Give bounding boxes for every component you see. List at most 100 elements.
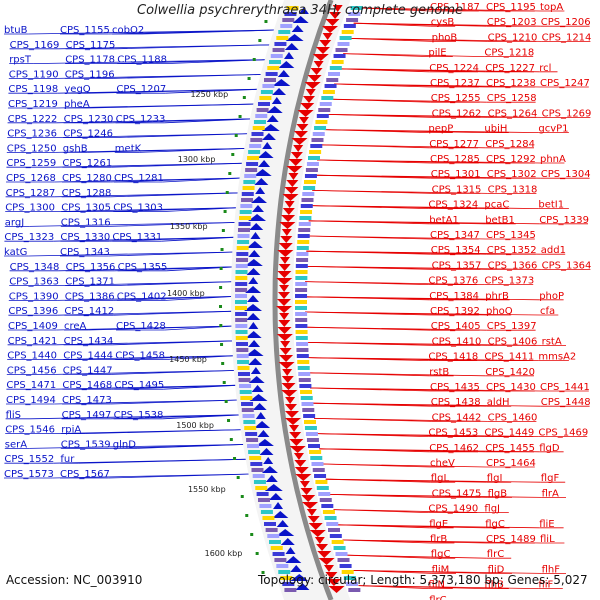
cog-category-block [239,210,252,214]
cog-category-block [236,258,249,262]
cog-category-block [296,348,309,352]
cog-category-block [265,528,278,532]
cog-category-block [296,252,309,256]
forward-strand-gene-arrow [255,187,266,194]
forward-strand-gene-arrow [257,151,274,158]
cog-category-block [235,336,248,340]
forward-strand-gene-arrow [291,25,304,32]
label-connector [352,570,542,574]
position-tick-mark [219,267,223,270]
cog-category-block [235,324,248,328]
cog-category-block [257,102,270,106]
gene-label: fliE [539,519,554,530]
gene-label: CPS_1471 [6,380,56,391]
forward-strand-gene-arrow [272,511,289,518]
gene-label: CPS_1444 [63,351,113,362]
label-connector [319,144,486,149]
position-tick-mark [245,514,249,517]
gene-label: CPS_1196 [65,69,115,80]
forward-strand-gene-arrow [290,565,303,572]
gene-label: CPS_1366 [488,260,538,271]
reverse-strand-gene-arrow [332,5,343,12]
gene-label: CPS_1246 [63,129,113,140]
position-tick-mark [252,58,256,61]
forward-strand-gene-arrow [272,88,287,95]
position-tick-mark [229,438,233,441]
forward-strand-gene-arrow [263,457,274,464]
gene-label: CPS_1473 [62,395,112,406]
gene-label: phoB [432,32,458,43]
label-connector [142,29,278,35]
cog-category-block [295,306,308,310]
label-connector [305,311,541,316]
gene-label: CPS_1364 [542,260,592,271]
cog-category-block [331,540,344,544]
gene-label: CPS_1262 [432,108,482,119]
reverse-strand-gene-arrow [291,138,308,145]
cog-category-block [245,432,258,436]
forward-strand-gene-arrow [268,493,283,500]
label-connector [305,281,485,285]
gene-label: CPS_1376 [428,276,478,287]
gene-label: phoP [539,291,564,302]
forward-strand-gene-arrow [261,124,280,131]
gene-label: CPS_1412 [64,306,114,317]
gene-label: CPS_1567 [60,469,110,480]
forward-strand-gene-arrow [246,241,263,248]
label-connector [307,357,539,361]
gene-label: CPS_1495 [114,380,164,391]
cog-category-block [299,216,312,220]
cog-category-block [296,258,309,262]
reverse-strand-gene-arrow [278,243,293,250]
label-connector [137,444,248,449]
gene-label: CPS_1264 [488,108,538,119]
forward-strand-gene-arrow [266,106,283,113]
label-connector [163,384,240,390]
cog-category-block [245,168,258,172]
reverse-strand-gene-arrow [289,425,300,432]
reverse-strand-gene-arrow [322,26,339,33]
cog-category-block [343,576,356,580]
cog-category-block [235,282,248,286]
gene-label: CPS_1435 [430,382,480,393]
cog-category-block [319,102,332,106]
cog-category-block [251,132,264,136]
cog-category-block [296,342,309,346]
gene-label: CPS_1455 [485,443,535,454]
gene-label: CPS_1462 [429,443,479,454]
label-connector [112,340,236,346]
forward-strand-gene-arrow [248,322,259,329]
gene-label: CPS_1468 [62,380,112,391]
reverse-strand-gene-arrow [277,250,294,257]
label-connector [139,148,249,153]
label-connector [162,177,244,183]
position-tick-mark [221,229,225,232]
gene-label: rpiA [61,425,81,436]
forward-strand-gene-arrow [252,403,267,410]
position-tick-mark [223,210,227,213]
gene-label: CPS_1155 [60,25,110,36]
cog-category-block [241,402,254,406]
label-connector [164,118,255,124]
reverse-strand-gene-arrow [276,306,293,313]
label-connector [108,473,253,479]
gene-label: CPS_1178 [65,55,115,66]
reverse-strand-gene-arrow [279,355,294,362]
kbp-scale-label: 1250 kbp [190,90,228,99]
forward-strand-gene-arrow [254,178,269,185]
forward-strand-gene-arrow [280,538,295,545]
label-connector [114,266,236,272]
forward-strand-gene-arrow [262,142,273,149]
gene-label: CPS_1475 [432,488,482,499]
cog-category-block [318,108,331,112]
label-connector [88,88,261,94]
reverse-strand-gene-arrow [290,152,303,159]
gene-label: CPS_1258 [487,93,537,104]
label-connector [161,207,240,212]
label-connector [113,310,236,316]
gene-label: CPS_1277 [429,139,479,150]
cog-category-block [240,204,253,208]
